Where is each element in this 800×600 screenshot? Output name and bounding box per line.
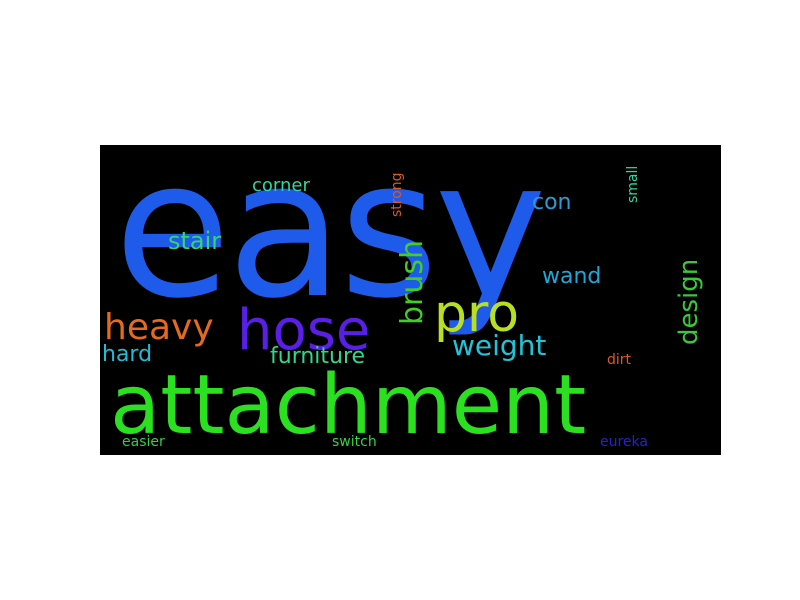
word-con: con — [532, 190, 572, 215]
word-corner: corner — [252, 175, 310, 196]
word-dirt: dirt — [607, 352, 632, 368]
word-strong: strong — [389, 172, 405, 217]
word-hard: hard — [102, 342, 152, 367]
word-easy: easy — [114, 145, 543, 340]
word-small: small — [625, 166, 641, 203]
word-weight: weight — [452, 329, 546, 362]
word-switch: switch — [332, 434, 377, 450]
cloud-background — [100, 145, 721, 455]
word-brush: brush — [395, 240, 430, 325]
word-easier: easier — [122, 434, 165, 450]
word-heavy: heavy — [104, 307, 214, 348]
word-pro: pro — [434, 284, 519, 344]
word-attachment: attachment — [110, 358, 586, 453]
word-eureka: eureka — [600, 434, 648, 450]
word-hose: hose — [237, 298, 370, 363]
word-stair: stair — [168, 227, 221, 255]
word-furniture: furniture — [270, 344, 365, 369]
word-wand: wand — [542, 264, 601, 289]
word-design: design — [674, 259, 704, 345]
